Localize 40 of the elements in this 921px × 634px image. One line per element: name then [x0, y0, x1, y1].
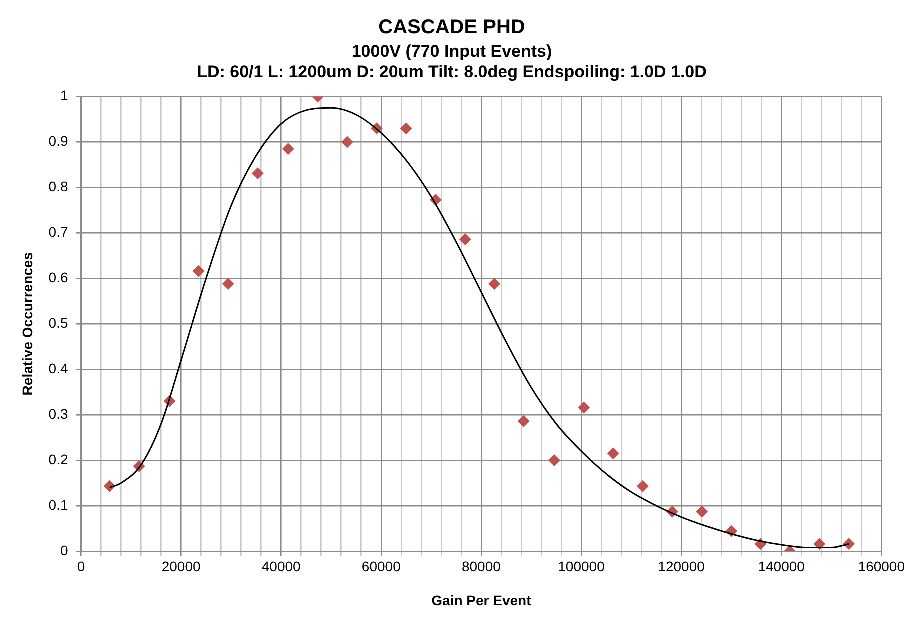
x-tick-label: 20000	[162, 558, 201, 575]
y-tick-label: 0.4	[48, 360, 68, 376]
y-tick-label: 0.9	[48, 133, 68, 150]
point	[548, 454, 560, 466]
point	[518, 415, 530, 428]
point	[814, 538, 826, 550]
point	[341, 136, 354, 148]
x-tick-label: 140000	[758, 558, 806, 575]
point	[192, 265, 205, 278]
y-tick-label: 0.8	[48, 178, 68, 195]
y-tick-label: 0	[60, 542, 68, 558]
point	[488, 278, 500, 290]
y-tick-label: 0.1	[48, 496, 68, 513]
x-tick-label: 0	[77, 558, 86, 575]
y-tick-label: 0.7	[48, 224, 68, 240]
x-tick-label: 100000	[558, 558, 606, 575]
y-tick-label: 0.5	[48, 314, 68, 331]
point	[400, 122, 412, 135]
x-axis-title: Gain Per Event	[432, 592, 532, 608]
point	[459, 234, 472, 246]
point	[578, 402, 590, 414]
text: LD: 60/1 L: 1200um D: 20um Tilt: 8.0deg Endspoiling: 1.0D 1.0D	[197, 62, 707, 82]
y-axis-title: Relative Occurrences	[19, 252, 36, 396]
chart-title: CASCADE PHD	[378, 16, 526, 39]
y-tick-label: 0.3	[48, 406, 68, 422]
y-tick-label: 0.6	[48, 270, 68, 286]
x-tick-label: 40000	[262, 558, 302, 575]
point	[696, 506, 708, 518]
text: 1000V (770 Input Events)	[352, 42, 552, 61]
point	[252, 168, 264, 180]
y-tick-label: 1	[60, 88, 68, 104]
point	[608, 448, 620, 460]
y-tick-label: 0.2	[48, 451, 68, 468]
point	[282, 143, 294, 156]
x-tick-label: 80000	[462, 558, 502, 575]
x-tick-label: 120000	[658, 558, 706, 575]
point	[637, 480, 650, 492]
x-tick-label: 160000	[858, 558, 906, 575]
x-tick-label: 60000	[362, 558, 402, 575]
point	[222, 278, 234, 290]
